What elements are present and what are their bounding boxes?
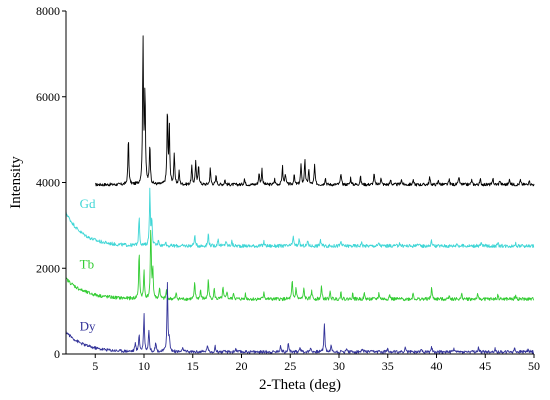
x-tick-label: 10 [138,359,150,373]
labels-layer: Gd Tb Dy [80,196,96,333]
x-tick-label: 15 [187,359,199,373]
y-tick-label: 0 [54,347,60,361]
x-tick-label: 50 [528,359,540,373]
series-label-gd: Gd [80,196,96,211]
x-tick-label: 35 [382,359,394,373]
y-tick-label: 4000 [36,176,60,190]
x-tick-label: 40 [431,359,443,373]
x-tick-label: 20 [236,359,248,373]
x-tick-label: 25 [284,359,296,373]
x-tick-label: 45 [479,359,491,373]
y-tick-label: 8000 [36,4,60,18]
y-tick-label: 6000 [36,90,60,104]
axes-layer: 0 2000 4000 6000 8000 5 10 15 20 25 30 35 40 45 50 [36,4,540,373]
x-tick-label: 30 [333,359,345,373]
series-line-dy [65,281,535,354]
series-label-dy: Dy [80,318,96,333]
series-label-tb: Tb [80,256,94,271]
y-axis-title: Intensity [8,156,24,209]
y-tick-label: 2000 [36,261,60,275]
x-axis-title: 2-Theta (deg) [259,377,341,393]
series-line-tb [65,229,535,302]
series-line-gd [65,187,535,249]
x-tick-label: 5 [92,359,98,373]
series-layer [65,35,535,354]
series-line-reference [95,35,535,187]
